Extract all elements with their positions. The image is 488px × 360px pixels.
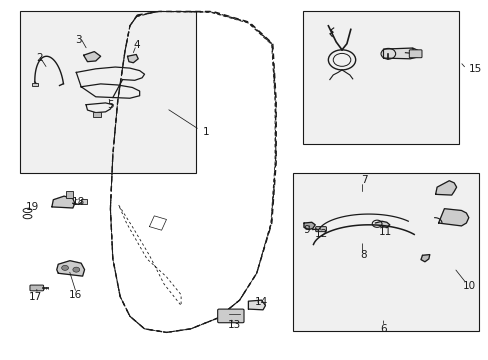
Bar <box>65 192 73 198</box>
Text: 12: 12 <box>314 229 327 239</box>
Text: 7: 7 <box>360 175 366 185</box>
Text: 5: 5 <box>107 100 114 110</box>
Text: 17: 17 <box>29 292 42 302</box>
Bar <box>32 83 38 86</box>
Polygon shape <box>383 48 419 59</box>
Text: 1: 1 <box>203 127 209 136</box>
Polygon shape <box>57 261 84 276</box>
Polygon shape <box>83 51 101 62</box>
Text: 9: 9 <box>303 225 309 235</box>
Circle shape <box>73 267 80 272</box>
FancyBboxPatch shape <box>30 285 43 291</box>
Text: 14: 14 <box>254 297 267 307</box>
Text: 13: 13 <box>228 320 241 330</box>
Text: 8: 8 <box>360 250 366 260</box>
Polygon shape <box>420 255 429 262</box>
Polygon shape <box>374 221 389 227</box>
Text: 2: 2 <box>36 53 42 63</box>
Polygon shape <box>304 222 315 229</box>
Polygon shape <box>127 54 138 63</box>
Circle shape <box>61 265 68 270</box>
FancyBboxPatch shape <box>408 50 421 58</box>
Bar <box>81 199 87 204</box>
Text: 15: 15 <box>468 64 481 74</box>
Polygon shape <box>248 300 265 310</box>
Text: 4: 4 <box>134 40 140 50</box>
Polygon shape <box>52 196 75 208</box>
FancyBboxPatch shape <box>217 309 244 323</box>
Bar <box>293 173 478 330</box>
Text: 16: 16 <box>68 291 82 301</box>
Polygon shape <box>435 181 456 195</box>
Bar <box>93 112 101 117</box>
Bar <box>20 12 195 173</box>
Text: 19: 19 <box>26 202 39 212</box>
FancyBboxPatch shape <box>315 226 326 231</box>
Polygon shape <box>438 209 468 226</box>
Text: 11: 11 <box>379 227 392 237</box>
Text: 3: 3 <box>75 35 82 45</box>
Text: 18: 18 <box>72 197 85 207</box>
Bar <box>303 12 458 144</box>
Text: 10: 10 <box>462 281 475 291</box>
Text: 6: 6 <box>379 324 386 334</box>
